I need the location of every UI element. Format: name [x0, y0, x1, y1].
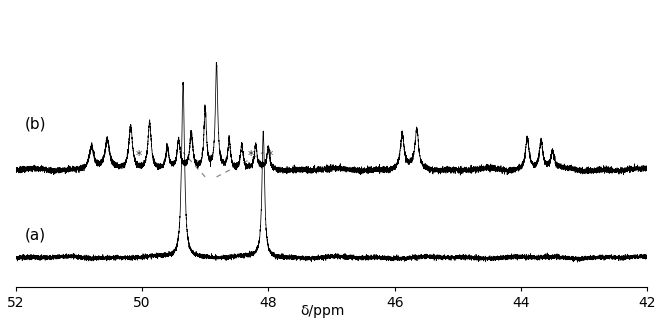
Text: *: * — [267, 149, 272, 162]
Text: (a): (a) — [25, 227, 46, 242]
Text: (b): (b) — [25, 117, 46, 132]
Text: δ/ppm: δ/ppm — [300, 304, 344, 318]
Text: *: * — [247, 149, 254, 162]
Text: *: * — [136, 149, 142, 162]
